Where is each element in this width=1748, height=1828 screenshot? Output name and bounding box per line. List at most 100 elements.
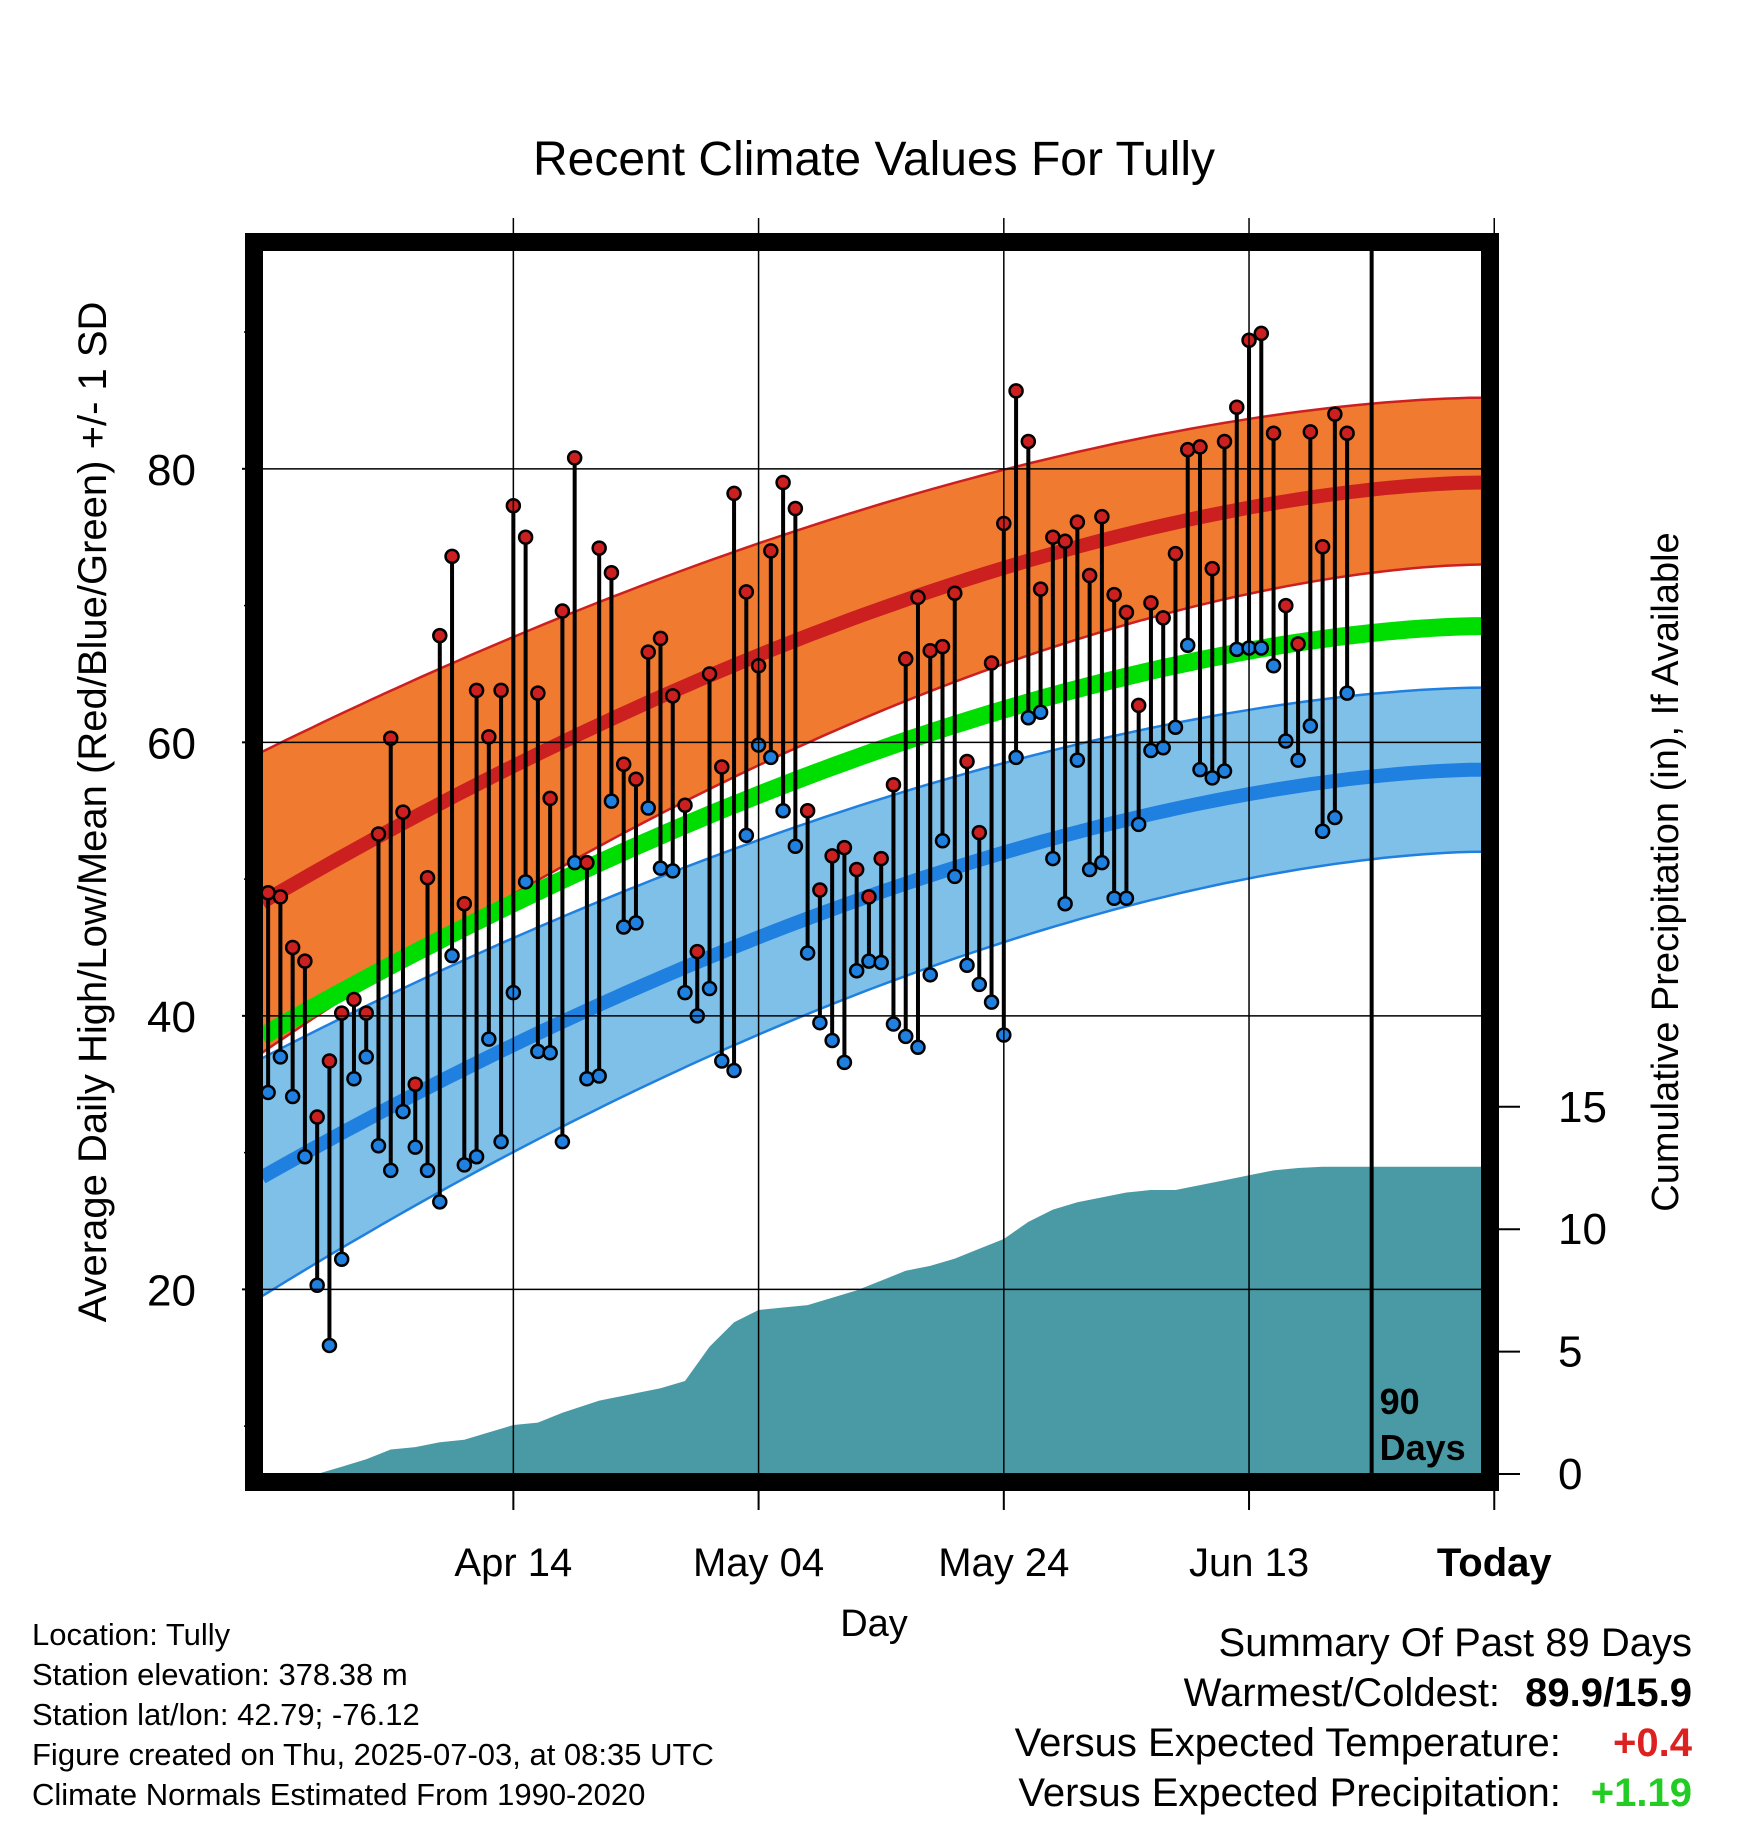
low-point [444,947,460,964]
low-point [1155,740,1171,756]
low-point [934,833,951,849]
high-point [1081,567,1098,584]
low-point [1192,761,1208,778]
high-point [947,585,963,602]
low-point [652,860,669,876]
precip-label: Versus Expected Precipitation: [1018,1771,1561,1815]
y-tick-label-left: 40 [147,993,196,1042]
high-point [1130,697,1147,714]
low-point [1045,850,1061,867]
low-point [628,915,644,931]
high-point [714,759,730,775]
high-point [640,644,656,660]
high-point [284,939,301,956]
y-tick-label-left: 60 [147,719,196,768]
high-point [1314,539,1331,555]
low-point [922,967,938,983]
high-point [1278,597,1294,614]
high-point [1265,425,1282,442]
high-point [1192,439,1208,455]
high-point [1167,545,1184,562]
y-tick-label-left: 80 [147,446,196,495]
high-point [787,500,804,517]
low-point [542,1045,558,1061]
high-point [959,753,975,770]
low-point [1094,854,1110,871]
precipitation-area [268,1166,1483,1474]
low-point [1008,749,1024,766]
high-point [603,565,620,581]
summary-title: Summary Of Past 89 Days [1218,1621,1692,1665]
low-point [1118,890,1135,906]
high-point [848,861,865,878]
high-point [652,630,669,647]
low-point [468,1148,485,1165]
low-point [579,1071,595,1087]
high-point [1069,514,1086,530]
warm-cold-value: 89.9/15.9 [1525,1671,1692,1715]
normals-text: Climate Normals Estimated From 1990-2020 [32,1777,646,1812]
summary-temp: Versus Expected Temperature: +0.4 [1015,1718,1692,1768]
low-point [1216,763,1233,779]
high-point [493,682,509,699]
low-point [517,874,534,890]
low-point [1081,861,1098,878]
high-point [1290,636,1306,652]
low-point [971,976,988,993]
low-point [799,945,816,961]
low-point [395,1103,411,1120]
high-point [1327,406,1343,422]
high-point [1339,425,1355,442]
high-point [432,627,448,644]
high-point [1032,581,1049,597]
low-point [947,868,963,885]
low-point [333,1251,350,1268]
high-point [321,1053,338,1069]
high-point [309,1109,325,1125]
high-point [542,790,558,807]
low-point [419,1162,436,1179]
high-point [1179,441,1196,458]
high-point [1229,399,1245,416]
summary-warm-cold: Warmest/Coldest: 89.9/15.9 [1015,1668,1692,1718]
high-band-upper-edge [261,396,1483,754]
elevation-text: Station elevation: 378.38 m [32,1657,408,1692]
axes-layer: 90 Days 20 40 60 80 0 5 10 15 Apr 14 May 04 May 24 Ju… [147,218,1607,1585]
high-point [579,854,595,871]
low-point [959,957,975,974]
high-point [1020,433,1037,450]
high-point [370,826,387,842]
x-tick-label: Today [1437,1541,1553,1585]
high-point [468,682,485,699]
low-point [701,980,718,997]
high-point [333,1005,350,1021]
x-tick-label: Jun 13 [1189,1541,1309,1585]
high-point [689,943,706,960]
low-point [603,793,620,809]
today-marker-label-line1: 90 [1380,1381,1420,1422]
high-point [297,953,313,969]
high-point [1204,560,1221,577]
low-point [885,1016,902,1032]
low-point [1057,895,1073,912]
high-point [983,655,1000,671]
low-point [873,954,889,971]
high-point [812,882,828,898]
high-point [799,802,816,819]
high-point [836,839,853,856]
high-point [861,889,877,905]
high-point [775,474,791,491]
created-text: Figure created on Thu, 2025-07-03, at 08… [32,1737,714,1772]
high-point [1106,586,1122,603]
y-tick-label-left: 20 [147,1266,196,1315]
high-point [910,589,926,606]
low-sd-band [262,687,1482,1297]
high-point [677,797,693,813]
x-axis-label: Day [840,1603,908,1645]
low-point [1253,640,1270,656]
low-point [382,1162,399,1179]
low-point [848,962,865,979]
high-point [554,603,571,619]
low-point [309,1277,325,1294]
high-point [395,804,411,820]
